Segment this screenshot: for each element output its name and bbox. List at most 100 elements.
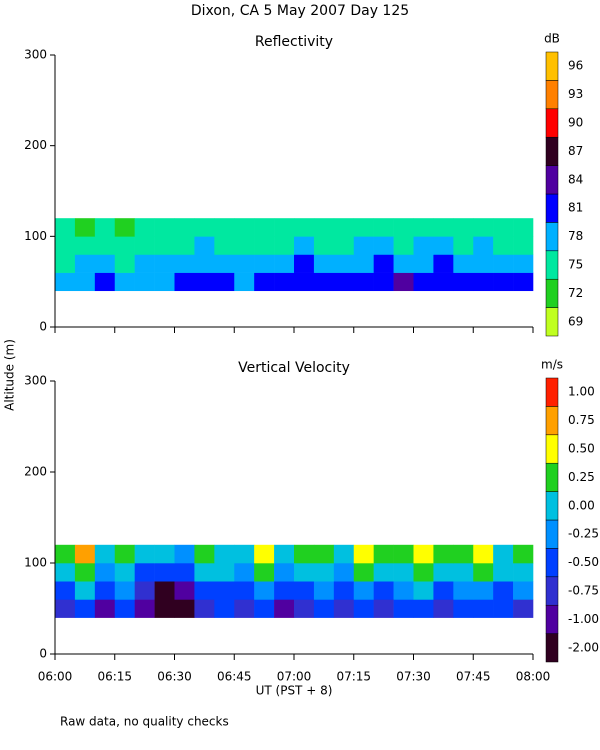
heat-cell bbox=[433, 599, 454, 618]
heat-cell bbox=[214, 254, 235, 273]
heat-cell bbox=[393, 599, 414, 618]
colorbar-label: 75 bbox=[568, 258, 583, 272]
heat-cell bbox=[493, 563, 514, 582]
heat-cell bbox=[154, 544, 175, 564]
heat-cell bbox=[254, 563, 275, 582]
x-tick-label: 06:15 bbox=[97, 670, 132, 684]
heat-cell bbox=[74, 581, 96, 600]
heat-cell bbox=[373, 254, 394, 273]
heat-cell bbox=[453, 218, 474, 237]
colorbar-segment bbox=[545, 548, 559, 578]
heat-cell bbox=[154, 563, 175, 582]
heat-cell bbox=[94, 218, 116, 237]
heat-cell bbox=[353, 272, 374, 292]
colorbar-segment bbox=[545, 193, 559, 223]
heat-cell bbox=[274, 236, 295, 255]
colorbar-segment bbox=[545, 377, 559, 407]
heat-cell bbox=[493, 254, 514, 273]
heat-cell bbox=[373, 236, 394, 255]
heat-cell bbox=[453, 254, 474, 273]
heat-cell bbox=[473, 254, 494, 273]
colorbar-label: 0.25 bbox=[568, 470, 595, 484]
colorbar-label: 90 bbox=[568, 116, 583, 130]
heat-cell bbox=[333, 272, 355, 292]
colorbar-label: -0.50 bbox=[568, 555, 599, 569]
heat-cell bbox=[473, 599, 494, 618]
heat-cell bbox=[493, 581, 514, 600]
colorbar-label: 0.75 bbox=[568, 413, 595, 427]
heat-cell bbox=[453, 581, 474, 600]
heat-cell bbox=[513, 254, 534, 273]
heat-cell bbox=[174, 581, 195, 600]
y-tick-label: 0 bbox=[39, 320, 47, 334]
heat-cell bbox=[453, 272, 474, 292]
heat-cell bbox=[134, 544, 155, 564]
heat-cell bbox=[254, 218, 275, 237]
heat-cell bbox=[373, 581, 394, 600]
heat-cell bbox=[94, 581, 116, 600]
colorbar-segment bbox=[545, 462, 559, 492]
heat-cell bbox=[513, 272, 534, 292]
x-tick-label: 06:30 bbox=[157, 670, 192, 684]
x-tick-label: 07:30 bbox=[396, 670, 431, 684]
heat-cell bbox=[214, 563, 235, 582]
colorbar-segment bbox=[545, 434, 559, 464]
heat-cell bbox=[94, 544, 116, 564]
heat-cell bbox=[373, 544, 394, 564]
heat-cell bbox=[433, 272, 454, 292]
y-axis-label: Altitude (m) bbox=[3, 339, 17, 411]
heat-cell bbox=[154, 254, 175, 273]
heat-cell bbox=[55, 254, 76, 273]
heat-cell bbox=[413, 599, 434, 618]
heat-cell bbox=[313, 599, 335, 618]
heat-cell bbox=[313, 581, 335, 600]
heat-cell bbox=[174, 218, 195, 237]
colorbar-label: 78 bbox=[568, 229, 583, 243]
heat-cell bbox=[234, 599, 255, 618]
heat-cell bbox=[453, 236, 474, 255]
colorbar-label: 72 bbox=[568, 286, 583, 300]
heat-cell bbox=[94, 563, 116, 582]
heat-cell bbox=[174, 599, 195, 618]
footnote: Raw data, no quality checks bbox=[60, 715, 229, 729]
heat-cell bbox=[234, 272, 255, 292]
heat-cell bbox=[194, 272, 215, 292]
heat-cell bbox=[114, 272, 135, 292]
heat-cell bbox=[294, 563, 315, 582]
heat-cell bbox=[94, 254, 116, 273]
heat-cell bbox=[473, 544, 494, 564]
heat-cell bbox=[313, 218, 335, 237]
heat-cell bbox=[353, 581, 374, 600]
heat-cell bbox=[493, 218, 514, 237]
heat-cell bbox=[94, 599, 116, 618]
y-tick-label: 0 bbox=[39, 647, 47, 661]
heat-cell bbox=[174, 544, 195, 564]
x-tick-label: 07:15 bbox=[336, 670, 371, 684]
heat-cell bbox=[74, 218, 96, 237]
y-tick-label: 200 bbox=[24, 138, 47, 152]
heat-cell bbox=[513, 544, 534, 564]
heat-cell bbox=[114, 563, 135, 582]
heat-cell bbox=[294, 581, 315, 600]
heat-cell bbox=[413, 236, 434, 255]
heat-cell bbox=[174, 563, 195, 582]
heat-cell bbox=[294, 272, 315, 292]
heat-cell bbox=[473, 581, 494, 600]
heat-cell bbox=[94, 272, 116, 292]
colorbar-label: 0.50 bbox=[568, 442, 595, 456]
colorbar-unit: m/s bbox=[541, 358, 563, 372]
heat-cell bbox=[74, 236, 96, 255]
colorbar-segment bbox=[545, 80, 559, 110]
colorbar-label: -2.00 bbox=[568, 640, 599, 654]
heat-cell bbox=[353, 563, 374, 582]
colorbar-label: -0.25 bbox=[568, 527, 599, 541]
heat-cell bbox=[493, 236, 514, 255]
heat-cell bbox=[55, 218, 76, 237]
heat-cell bbox=[453, 563, 474, 582]
heat-cell bbox=[473, 236, 494, 255]
heat-cell bbox=[214, 581, 235, 600]
heat-cell bbox=[234, 581, 255, 600]
heat-cell bbox=[413, 563, 434, 582]
colorbar-segment bbox=[545, 519, 559, 549]
heat-cell bbox=[55, 581, 76, 600]
